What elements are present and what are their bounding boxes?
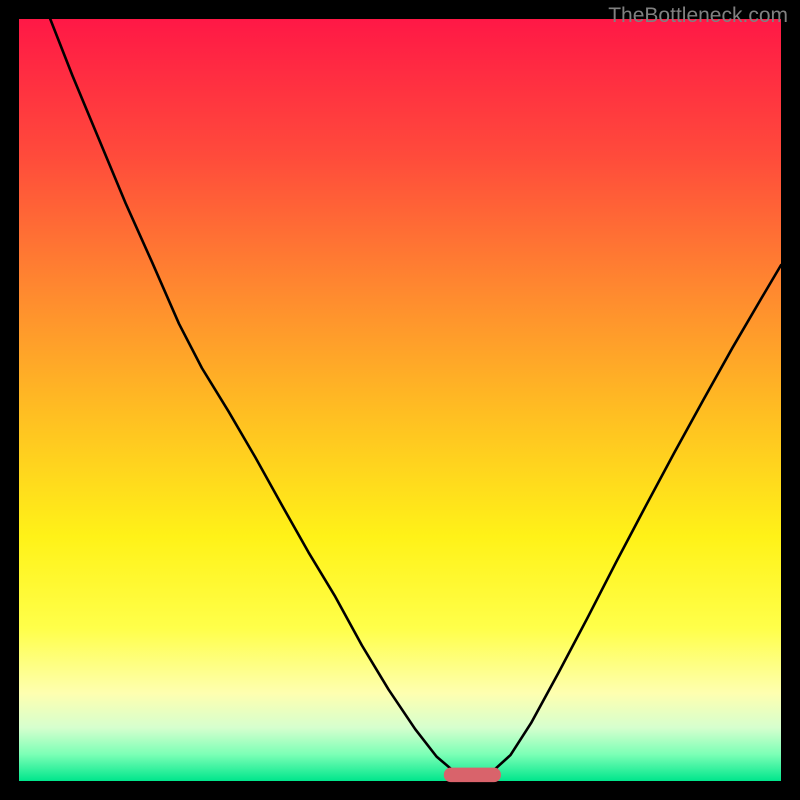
bottleneck-chart [0,0,800,800]
optimal-marker [444,768,501,782]
attribution-text: TheBottleneck.com [608,4,788,28]
plot-gradient-background [19,19,781,781]
bottleneck-chart-container: TheBottleneck.com [0,0,800,800]
